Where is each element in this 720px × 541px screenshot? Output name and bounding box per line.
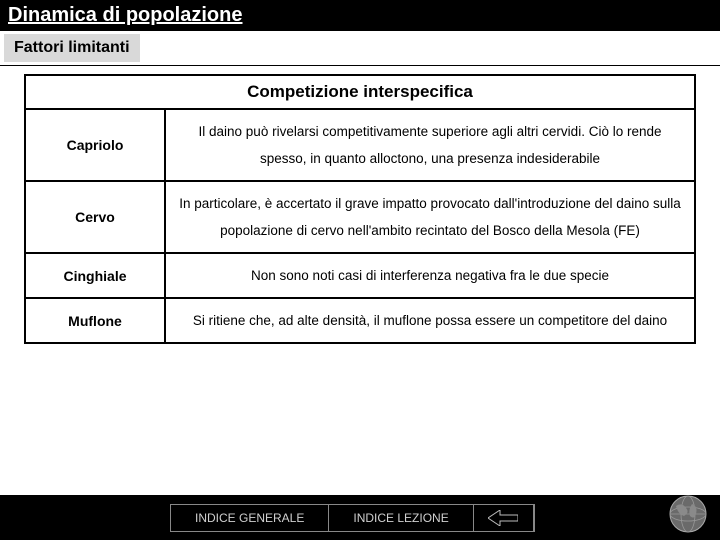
page-title: Dinamica di popolazione bbox=[0, 0, 720, 31]
subtitle-chip: Fattori limitanti bbox=[4, 34, 140, 62]
table-row: Cinghiale Non sono noti casi di interfer… bbox=[25, 253, 695, 298]
row-text-capriolo: Il daino può rivelarsi competitivamente … bbox=[165, 109, 695, 181]
table-row: Cervo In particolare, è accertato il gra… bbox=[25, 181, 695, 253]
table-header: Competizione interspecifica bbox=[25, 75, 695, 109]
footer-link-lezione[interactable]: INDICE LEZIONE bbox=[329, 505, 473, 531]
footer-back-button[interactable] bbox=[474, 505, 534, 531]
row-text-muflone: Si ritiene che, ad alte densità, il mufl… bbox=[165, 298, 695, 343]
table-row: Muflone Si ritiene che, ad alte densità,… bbox=[25, 298, 695, 343]
footer-link-generale[interactable]: INDICE GENERALE bbox=[171, 505, 329, 531]
row-label-cervo: Cervo bbox=[25, 181, 165, 253]
row-text-cinghiale: Non sono noti casi di interferenza negat… bbox=[165, 253, 695, 298]
content-area: Competizione interspecifica Capriolo Il … bbox=[0, 66, 720, 344]
row-label-capriolo: Capriolo bbox=[25, 109, 165, 181]
footer-nav: INDICE GENERALE INDICE LEZIONE bbox=[170, 504, 535, 532]
globe-icon[interactable] bbox=[666, 492, 710, 536]
table-row: Capriolo Il daino può rivelarsi competit… bbox=[25, 109, 695, 181]
row-text-cervo: In particolare, è accertato il grave imp… bbox=[165, 181, 695, 253]
subtitle-row: Fattori limitanti bbox=[0, 31, 720, 66]
arrow-left-icon bbox=[488, 510, 518, 526]
row-label-muflone: Muflone bbox=[25, 298, 165, 343]
footer-bar: INDICE GENERALE INDICE LEZIONE bbox=[0, 495, 720, 540]
row-label-cinghiale: Cinghiale bbox=[25, 253, 165, 298]
competition-table: Competizione interspecifica Capriolo Il … bbox=[24, 74, 696, 344]
